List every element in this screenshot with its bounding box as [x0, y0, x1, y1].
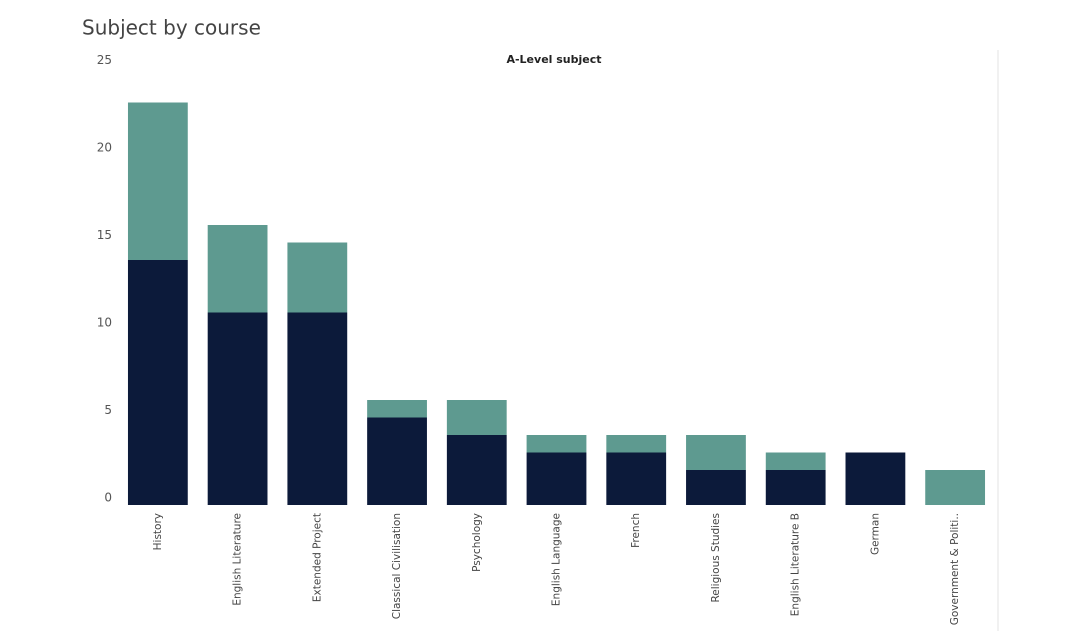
x-tick-label: History	[152, 513, 164, 550]
bar-segment	[287, 242, 348, 313]
bar-segment	[606, 452, 667, 505]
y-tick-label: 5	[104, 403, 112, 417]
bar-segment	[367, 400, 427, 418]
bar-segment	[127, 102, 188, 260]
x-tick-label: Extended Project	[311, 513, 323, 602]
x-tick-label: Psychology	[471, 513, 483, 572]
chart-title: Subject by course	[82, 16, 261, 40]
bar-segment	[446, 435, 507, 505]
x-tick-label: English Language	[551, 513, 563, 606]
bar-segment	[686, 435, 746, 470]
bar-segment	[765, 470, 826, 505]
bar-segment	[765, 452, 826, 470]
bar-segment	[526, 435, 587, 453]
x-tick-label: French	[630, 513, 642, 548]
bar-segment	[845, 452, 906, 505]
bar-segment	[127, 260, 188, 505]
bar-segment	[207, 312, 268, 505]
y-tick-label: 25	[97, 53, 112, 67]
y-tick-label: 0	[104, 491, 112, 505]
bar-segment	[526, 452, 587, 505]
bar-segment	[606, 435, 667, 453]
bar-segment	[446, 400, 507, 435]
bar-segment	[207, 225, 268, 313]
bar-segment	[367, 417, 427, 505]
x-tick-label: German	[869, 513, 881, 555]
chart-subtitle: A-Level subject	[506, 53, 601, 66]
bar-segment	[925, 470, 986, 505]
y-tick-label: 10	[97, 316, 112, 330]
bar-segment	[686, 470, 746, 505]
x-tick-label: Government & Politi..	[949, 513, 961, 625]
x-tick-label: Religious Studies	[710, 513, 722, 603]
bar-segment	[287, 312, 348, 505]
x-tick-label: Classical Civilisation	[391, 513, 403, 619]
x-tick-label: English Literature	[232, 513, 244, 606]
y-tick-label: 20	[97, 141, 112, 155]
x-tick-label: English Literature B	[790, 513, 802, 616]
y-tick-label: 15	[97, 228, 112, 242]
